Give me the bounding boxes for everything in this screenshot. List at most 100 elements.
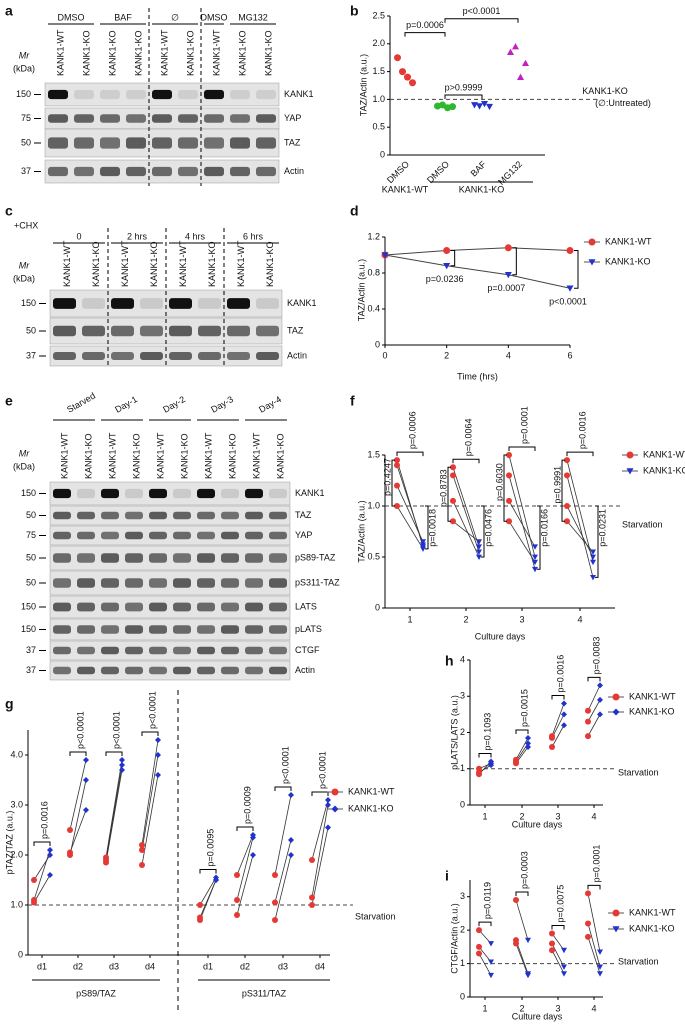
data-point: [394, 482, 400, 489]
data-point: [47, 872, 53, 878]
pair-connector: [587, 936, 601, 974]
legend-label: KANK1-KO: [629, 706, 675, 716]
blot-band: [126, 114, 146, 123]
data-point: [590, 554, 596, 560]
p-value: p=0.4247: [382, 458, 392, 496]
blot-band: [149, 666, 167, 675]
blot-strip: [49, 640, 291, 661]
blot-band: [149, 625, 167, 634]
reference-label: Starvation: [355, 911, 396, 921]
x-axis-label: Culture days: [512, 1011, 563, 1021]
data-point: [450, 518, 456, 525]
data-point: [394, 457, 400, 464]
row-label: YAP: [284, 113, 301, 123]
data-point: [481, 101, 488, 108]
blot-band: [77, 511, 95, 520]
legend-label: KANK1-WT: [348, 786, 395, 796]
data-point: [476, 554, 482, 560]
y-tick-label: 0.5: [367, 551, 380, 561]
blot-band: [204, 137, 224, 149]
data-point: [561, 722, 567, 729]
data-point: [476, 539, 482, 545]
x-tick-label: 3: [519, 614, 524, 624]
pair-connector: [452, 500, 480, 558]
data-point: [506, 472, 512, 479]
mr-tick-label: 37: [26, 665, 36, 675]
bracket: [311, 791, 329, 796]
data-point: [590, 575, 596, 581]
blot-band: [48, 89, 68, 100]
pair-connector: [69, 779, 87, 856]
lane-label: KANK1-KO: [207, 241, 217, 287]
data-point: [549, 940, 555, 947]
blot-band: [152, 166, 172, 177]
bracket: [587, 676, 601, 682]
legend-marker: [588, 238, 596, 246]
data-point: [288, 792, 294, 798]
data-point: [590, 559, 596, 566]
data-point: [476, 950, 482, 957]
data-point: [409, 79, 416, 87]
row-label: pS89-TAZ: [295, 552, 336, 562]
blot-band: [53, 578, 71, 588]
blot-band: [197, 578, 215, 588]
blot-band: [53, 625, 71, 634]
pair-connector: [551, 933, 565, 951]
pair-connector: [587, 923, 601, 968]
bracket: [141, 731, 159, 736]
mr-tick-label: 150: [21, 624, 36, 634]
data-point: [420, 542, 426, 548]
pair-connector: [236, 854, 254, 916]
x-tick-label: MG132: [496, 159, 524, 187]
bracket: [561, 459, 565, 522]
p-value: p=0.0016: [39, 801, 49, 839]
blot-band: [221, 553, 239, 563]
x-tick-label: 4: [591, 1003, 596, 1013]
data-point: [476, 943, 482, 950]
bracket: [199, 869, 217, 874]
blot-strip: [49, 660, 291, 681]
blot-strip: [49, 618, 291, 641]
data-point: [476, 103, 483, 110]
bracket: [595, 505, 599, 578]
blot-band: [152, 137, 172, 149]
bracket: [587, 884, 601, 890]
y-tick-label: 4: [460, 654, 465, 664]
legend-label: KANK1-KO: [605, 256, 651, 266]
blot-band: [197, 666, 215, 675]
lane-label: KANK1-KO: [237, 30, 247, 76]
y-axis-label: pLATS/LATS (a.u.): [449, 695, 459, 770]
blot-band: [173, 553, 191, 563]
lane-label: KANK1-KO: [131, 433, 141, 479]
lane-label: KANK1-KO: [83, 433, 93, 479]
reference-label: Starvation: [618, 767, 659, 777]
row-label: TAZ: [295, 510, 312, 520]
y-tick-label: 1.2: [367, 231, 380, 241]
data-point: [394, 54, 401, 62]
y-tick-label: 1.5: [367, 449, 380, 459]
data-point: [288, 852, 294, 858]
group-label: pS311/TAZ: [242, 988, 287, 998]
data-point: [488, 959, 494, 965]
legend-label: KANK1-KO: [629, 923, 675, 933]
pair-connector: [551, 943, 565, 968]
bracket: [425, 505, 429, 550]
blot-band: [227, 325, 250, 337]
data-point: [139, 862, 145, 868]
pair-connector: [33, 849, 51, 901]
y-tick-label: 2: [460, 925, 465, 935]
p-value: p<0.0001: [147, 691, 157, 729]
blot-band: [221, 531, 239, 540]
data-point: [272, 872, 278, 878]
data-point: [597, 696, 603, 703]
blot-band: [245, 646, 263, 655]
data-point: [506, 518, 512, 525]
panel-letter: f: [350, 393, 355, 409]
data-point: [525, 972, 531, 979]
bracket: [391, 459, 395, 507]
data-point: [597, 682, 603, 689]
panel-letter: i: [445, 868, 449, 884]
data-point: [443, 263, 451, 270]
pair-connector: [508, 521, 536, 563]
mr-label: Mr: [19, 260, 30, 270]
